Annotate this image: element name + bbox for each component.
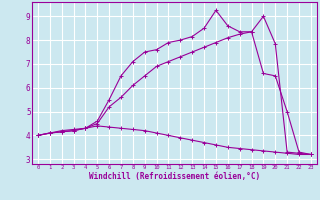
X-axis label: Windchill (Refroidissement éolien,°C): Windchill (Refroidissement éolien,°C) bbox=[89, 172, 260, 181]
